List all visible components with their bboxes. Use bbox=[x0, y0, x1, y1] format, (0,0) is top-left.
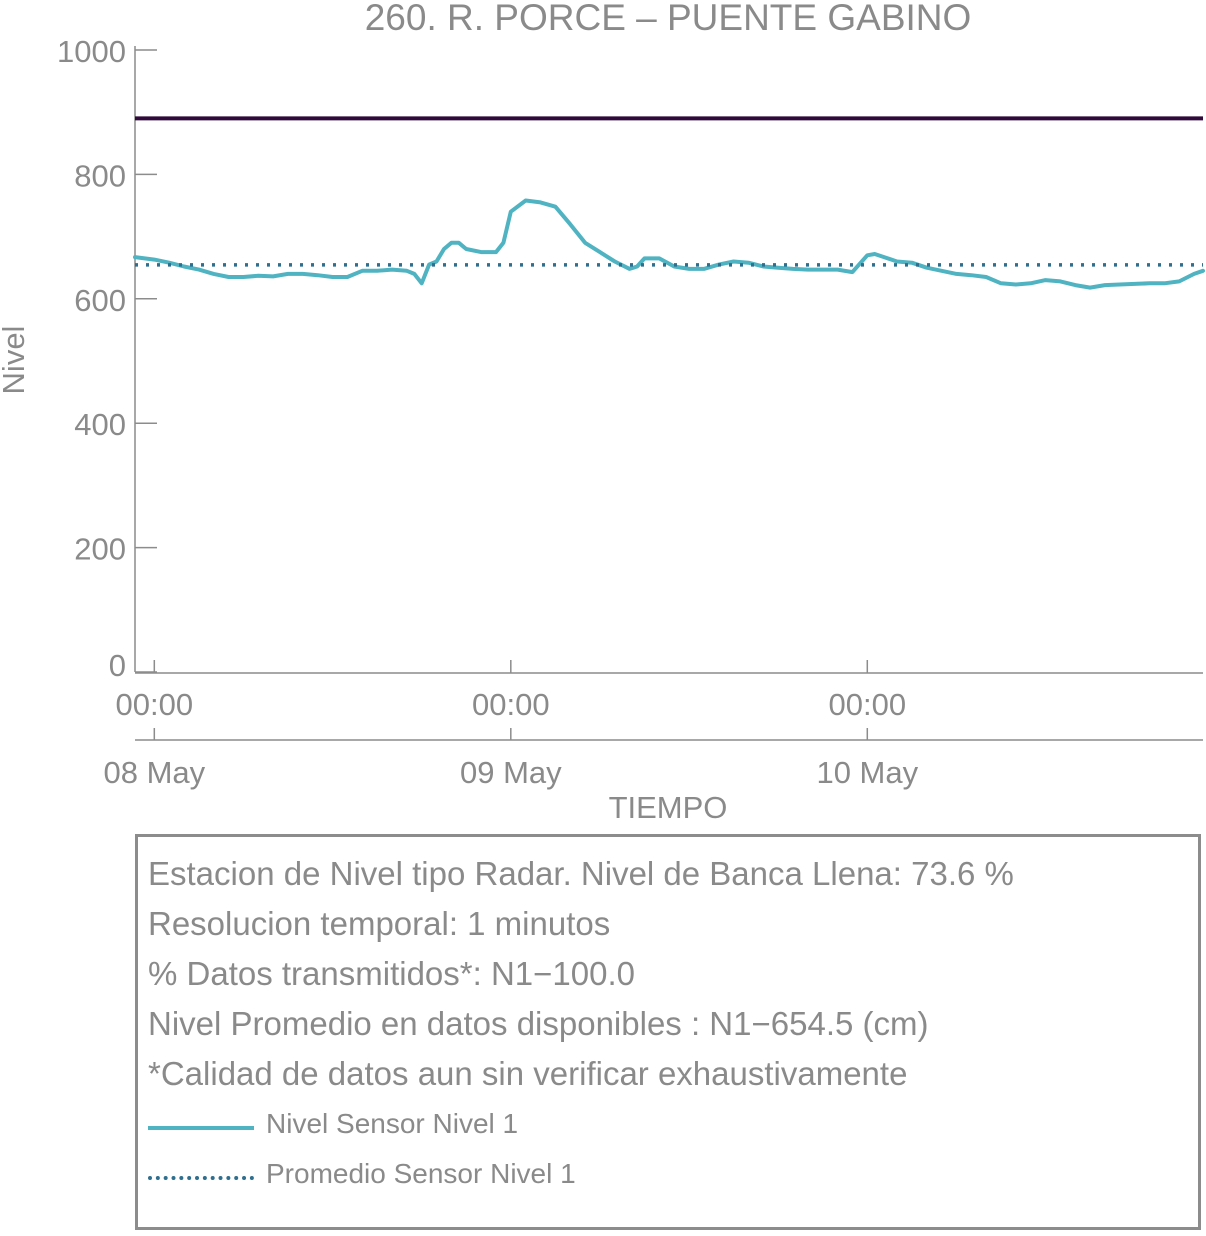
date-label: 10 May bbox=[816, 755, 918, 790]
y-tick-label: 800 bbox=[74, 158, 126, 193]
legend-swatch-solid bbox=[148, 1126, 254, 1130]
axes: 0 200 400 600 800 1000 00:00 08 May 00:00 09 May 0… bbox=[57, 34, 1203, 790]
chart-svg: 260. R. PORCE – PUENTE GABINO Nivel TIEM… bbox=[0, 0, 1205, 825]
series-layer bbox=[133, 198, 1205, 290]
info-line-station: Estacion de Nivel tipo Radar. Nivel de B… bbox=[148, 855, 1014, 892]
y-tick-label: 600 bbox=[74, 283, 126, 318]
info-box: Estacion de Nivel tipo Radar. Nivel de B… bbox=[135, 834, 1201, 1230]
y-axis-label: Nivel bbox=[0, 326, 31, 395]
info-line-transmitted: % Datos transmitidos*: N1−100.0 bbox=[148, 955, 635, 992]
legend-label-nivel: Nivel Sensor Nivel 1 bbox=[266, 1108, 519, 1139]
info-line-average: Nivel Promedio en datos disponibles : N1… bbox=[148, 1005, 929, 1042]
y-tick-label: 1000 bbox=[57, 34, 126, 69]
x-axis-label: TIEMPO bbox=[609, 790, 728, 825]
y-tick-label: 0 bbox=[109, 648, 126, 683]
legend-label-promedio: Promedio Sensor Nivel 1 bbox=[266, 1158, 576, 1189]
legend-swatch-dotted bbox=[148, 1176, 254, 1180]
x-tick-label: 00:00 bbox=[829, 687, 907, 722]
info-line-resolution: Resolucion temporal: 1 minutos bbox=[148, 905, 611, 942]
x-tick-label: 00:00 bbox=[472, 687, 550, 722]
y-tick-label: 400 bbox=[74, 407, 126, 442]
x-tick-label: 00:00 bbox=[116, 687, 194, 722]
y-tick-label: 200 bbox=[74, 532, 126, 567]
date-label: 08 May bbox=[103, 755, 205, 790]
date-label: 09 May bbox=[460, 755, 562, 790]
series-line-nivel bbox=[133, 198, 1205, 290]
chart-title: 260. R. PORCE – PUENTE GABINO bbox=[365, 0, 972, 38]
info-line-quality-note: *Calidad de datos aun sin verificar exha… bbox=[148, 1055, 908, 1092]
